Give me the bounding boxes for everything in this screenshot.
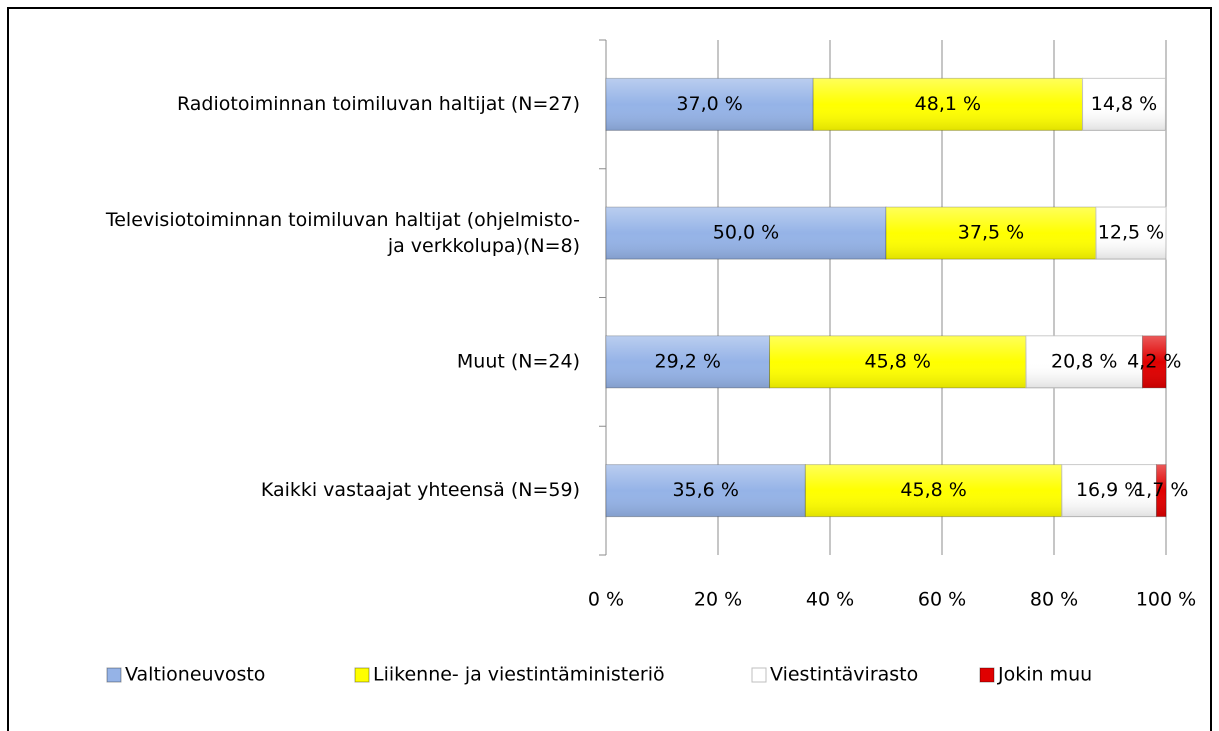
y-tick-label: Radiotoiminnan toimiluvan haltijat (N=27… xyxy=(177,93,580,115)
data-label: 1,7 % xyxy=(1134,479,1188,501)
data-label: 37,5 % xyxy=(958,222,1024,244)
chart-frame xyxy=(7,7,1212,731)
legend-label: Viestintävirasto xyxy=(770,664,918,686)
legend-swatch xyxy=(106,667,122,683)
data-label: 16,9 % xyxy=(1076,479,1142,501)
y-tick-label: Kaikki vastaajat yhteensä (N=59) xyxy=(261,479,580,501)
x-tick-label: 0 % xyxy=(588,589,624,611)
y-tick-label-line: Televisiotoiminnan toimiluvan haltijat (… xyxy=(105,209,580,231)
data-label: 45,8 % xyxy=(900,479,966,501)
data-label: 35,6 % xyxy=(672,479,738,501)
y-tick-label: Televisiotoiminnan toimiluvan haltijat (… xyxy=(105,209,580,257)
data-label: 4,2 % xyxy=(1127,350,1181,372)
legend-label: Valtioneuvosto xyxy=(125,664,265,686)
y-tick-label-line: ja verkkolupa)(N=8) xyxy=(387,235,580,257)
y-tick-label: Muut (N=24) xyxy=(457,350,580,372)
x-tick-label: 40 % xyxy=(806,589,854,611)
x-tick-label: 60 % xyxy=(918,589,966,611)
legend-swatch xyxy=(354,667,370,683)
legend-swatch xyxy=(751,667,767,683)
data-label: 12,5 % xyxy=(1098,222,1164,244)
data-label: 48,1 % xyxy=(915,93,981,115)
legend-label: Jokin muu xyxy=(997,664,1092,686)
legend-swatch xyxy=(979,667,995,683)
data-label: 20,8 % xyxy=(1051,350,1117,372)
data-label: 45,8 % xyxy=(865,350,931,372)
x-tick-label: 80 % xyxy=(1030,589,1078,611)
data-label: 29,2 % xyxy=(655,350,721,372)
x-tick-label: 100 % xyxy=(1136,589,1196,611)
data-label: 14,8 % xyxy=(1091,93,1157,115)
x-tick-label: 20 % xyxy=(694,589,742,611)
data-label: 50,0 % xyxy=(713,222,779,244)
data-label: 37,0 % xyxy=(676,93,742,115)
legend-label: Liikenne- ja viestintäministeriö xyxy=(373,664,665,686)
